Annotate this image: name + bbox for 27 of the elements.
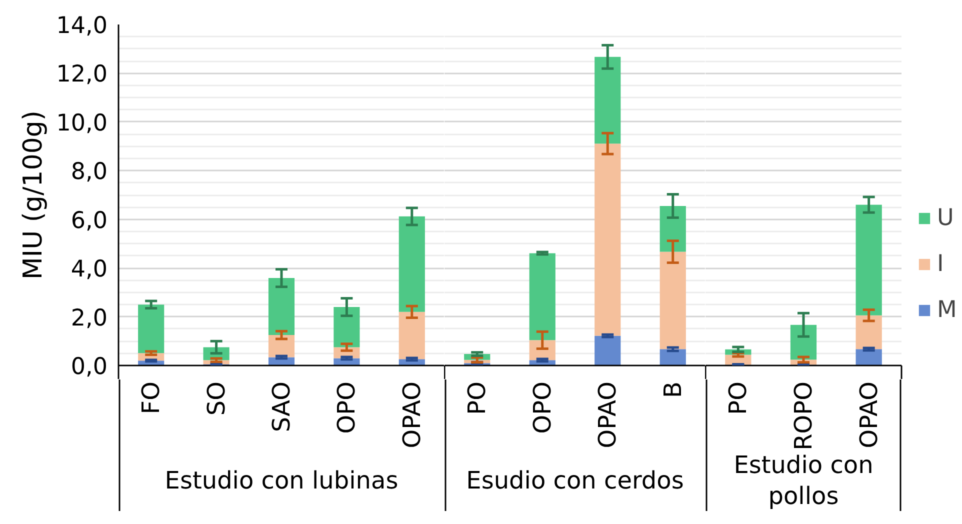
x-tick-label: PO [724,381,752,415]
x-axis-title: Estudio con lubinas [164,466,398,494]
y-tick-label: 12,0 [56,62,108,88]
legend-label: M [937,297,957,323]
x-tick-label: OPAO [594,381,622,448]
x-tick-label: OPO [332,381,361,434]
y-tick-label: 10,0 [56,110,108,136]
x-tick-label: ROPO [790,381,818,450]
y-tick-label: 14,0 [56,13,108,39]
y-tick-label: 2,0 [70,305,108,332]
legend-label: I [937,251,945,277]
x-tick-label: B [658,381,687,398]
y-tick-label: 8,0 [70,159,108,186]
x-axis-title: Esudio con cerdos [466,466,684,494]
x-tick-label: OPAO [854,381,883,448]
y-axis-title: MIU (g/100g) [18,110,48,280]
x-tick-label: FO [137,381,166,414]
x-tick-label: OPO [528,381,556,434]
y-tick-label: 0,0 [70,354,108,380]
x-axis-title: Estudio con pollos [734,451,874,510]
x-tick-label: OPAO [398,381,426,448]
y-tick-label: 6,0 [70,208,108,234]
legend-label: U [937,205,955,231]
y-tick-label: 4,0 [70,256,108,283]
x-tick-label: PO [463,381,492,415]
x-tick-label: SAO [268,381,296,432]
x-tick-label: SO [202,382,230,416]
